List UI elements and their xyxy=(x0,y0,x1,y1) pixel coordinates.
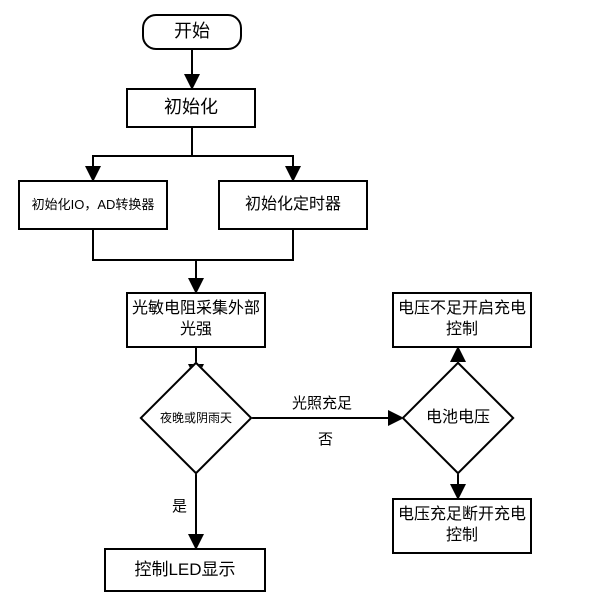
edge-label-8: 是 xyxy=(170,495,189,516)
diamond-label: 夜晚或阴雨天 xyxy=(126,378,266,458)
edge-label2-9: 光照充足 xyxy=(290,392,354,413)
node-charge_off: 电压充足断开充电控制 xyxy=(392,498,532,554)
edge-init_io-joinL xyxy=(93,230,196,260)
diamond-label: 电池电压 xyxy=(398,378,518,458)
edge-label-9: 否 xyxy=(316,428,335,449)
edge-init_timer-joinR xyxy=(196,230,293,260)
node-init_timer: 初始化定时器 xyxy=(218,180,368,230)
node-start: 开始 xyxy=(142,14,242,50)
edge-splitR-init_timer xyxy=(192,156,293,180)
node-sense: 光敏电阻采集外部光强 xyxy=(126,292,266,348)
node-led: 控制LED显示 xyxy=(104,548,266,592)
edge-splitL-init_io xyxy=(93,156,192,180)
node-init_io: 初始化IO，AD转换器 xyxy=(18,180,168,230)
node-decision1: 夜晚或阴雨天 xyxy=(126,378,266,458)
node-decision2: 电池电压 xyxy=(398,378,518,458)
node-charge_on: 电压不足开启充电控制 xyxy=(392,292,532,348)
node-init: 初始化 xyxy=(126,88,256,128)
